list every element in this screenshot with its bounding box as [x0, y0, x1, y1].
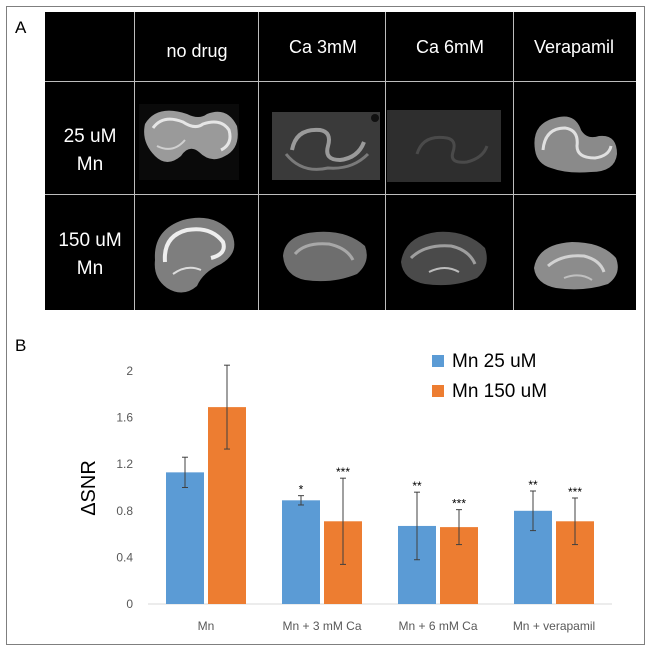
scan-150um-ca-6mm [401, 231, 487, 286]
significance-marker: *** [452, 497, 466, 511]
bar-mn-25um [282, 500, 320, 604]
y-tick-label: 0.4 [116, 550, 133, 564]
y-tick-label: 0 [126, 597, 133, 611]
row-header-150um-mn: 150 uM Mn [58, 230, 122, 279]
y-axis-label: ΔSNR [78, 460, 100, 516]
x-category-label: Mn + verapamil [513, 619, 595, 633]
column-header-verapamil: Verapamil [533, 37, 615, 57]
panel-a-label: A [15, 18, 27, 37]
mri-image-grid: no drug Ca 3mM Ca 6mM Verapamil 25 uM Mn … [45, 12, 636, 310]
bar-mn-25um [166, 472, 204, 604]
column-header-no-drug: no drug [166, 41, 228, 61]
y-tick-label: 0.8 [116, 504, 133, 518]
scan-150um-no-drug [154, 217, 235, 293]
significance-marker: ** [528, 478, 538, 492]
x-category-label: Mn + 6 mM Ca [398, 619, 477, 633]
significance-marker: ** [412, 479, 422, 493]
x-category-label: Mn + 3 mM Ca [282, 619, 361, 633]
scan-25um-ca-6mm [387, 110, 501, 182]
scan-150um-ca-3mm [283, 231, 367, 282]
scan-25um-verapamil [534, 116, 617, 173]
y-tick-label: 1.6 [116, 411, 133, 425]
panel-b-label: B [15, 336, 27, 355]
legend-swatch [432, 385, 444, 397]
figure-frame [6, 6, 645, 645]
scan-25um-no-drug [139, 104, 239, 180]
significance-marker: *** [336, 465, 350, 479]
y-tick-label: 1.2 [116, 457, 133, 471]
y-tick-label: 2 [126, 364, 133, 378]
legend-label: Mn 25 uM [452, 351, 536, 372]
significance-marker: *** [568, 485, 582, 499]
row-header-25um-mn: 25 uM Mn [63, 126, 117, 175]
column-header-ca-6mm: Ca 6mM [415, 37, 484, 57]
x-category-label: Mn [198, 619, 215, 633]
scan-150um-verapamil [534, 242, 618, 290]
legend-label: Mn 150 uM [452, 381, 547, 402]
significance-marker: * [299, 483, 304, 497]
legend-swatch [432, 355, 444, 367]
scan-25um-ca-3mm [272, 112, 380, 180]
column-header-ca-3mm: Ca 3mM [288, 37, 357, 57]
